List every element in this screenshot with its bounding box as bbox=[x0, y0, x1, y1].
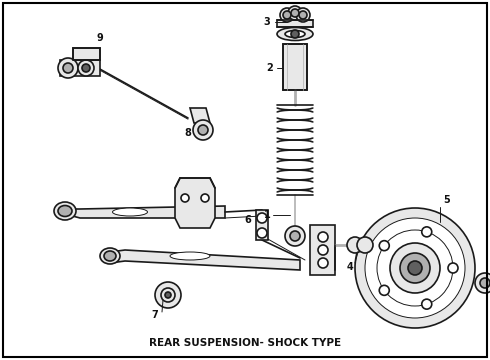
Circle shape bbox=[291, 30, 299, 38]
Circle shape bbox=[82, 64, 90, 72]
Circle shape bbox=[201, 194, 209, 202]
Polygon shape bbox=[256, 210, 268, 240]
Text: 4: 4 bbox=[346, 262, 353, 272]
Polygon shape bbox=[190, 108, 210, 123]
Circle shape bbox=[475, 273, 490, 293]
Circle shape bbox=[283, 11, 291, 19]
Ellipse shape bbox=[277, 27, 313, 40]
Text: 1: 1 bbox=[264, 210, 270, 220]
Ellipse shape bbox=[54, 202, 76, 220]
Circle shape bbox=[78, 60, 94, 76]
Circle shape bbox=[290, 231, 300, 241]
Text: 6: 6 bbox=[245, 215, 251, 225]
Ellipse shape bbox=[58, 206, 72, 216]
Polygon shape bbox=[283, 44, 307, 90]
Circle shape bbox=[379, 241, 389, 251]
Circle shape bbox=[422, 299, 432, 309]
Circle shape bbox=[365, 218, 465, 318]
Circle shape bbox=[198, 125, 208, 135]
Text: 5: 5 bbox=[443, 195, 450, 205]
Circle shape bbox=[448, 263, 458, 273]
Text: 7: 7 bbox=[151, 310, 158, 320]
Circle shape bbox=[377, 230, 453, 306]
Circle shape bbox=[63, 63, 73, 73]
Circle shape bbox=[257, 213, 267, 223]
Circle shape bbox=[58, 58, 78, 78]
Circle shape bbox=[285, 226, 305, 246]
Text: 2: 2 bbox=[267, 63, 273, 73]
Text: 9: 9 bbox=[97, 33, 103, 43]
Ellipse shape bbox=[104, 251, 116, 261]
Circle shape bbox=[379, 285, 389, 295]
Ellipse shape bbox=[100, 248, 120, 264]
Polygon shape bbox=[60, 60, 100, 76]
Circle shape bbox=[408, 261, 422, 275]
Circle shape bbox=[318, 245, 328, 255]
Ellipse shape bbox=[170, 252, 210, 260]
Circle shape bbox=[193, 120, 213, 140]
Text: 8: 8 bbox=[185, 128, 192, 138]
Circle shape bbox=[155, 282, 181, 308]
Text: REAR SUSPENSION- SHOCK TYPE: REAR SUSPENSION- SHOCK TYPE bbox=[149, 338, 341, 348]
Polygon shape bbox=[277, 20, 313, 27]
Circle shape bbox=[165, 292, 171, 298]
Polygon shape bbox=[73, 48, 100, 60]
Ellipse shape bbox=[285, 31, 305, 37]
Circle shape bbox=[480, 278, 490, 288]
Ellipse shape bbox=[113, 208, 147, 216]
Polygon shape bbox=[110, 250, 300, 270]
Circle shape bbox=[296, 8, 310, 22]
Circle shape bbox=[280, 8, 294, 22]
Circle shape bbox=[257, 228, 267, 238]
Circle shape bbox=[357, 237, 373, 253]
Circle shape bbox=[161, 288, 175, 302]
Polygon shape bbox=[175, 178, 215, 228]
Polygon shape bbox=[65, 206, 225, 218]
Circle shape bbox=[400, 253, 430, 283]
Circle shape bbox=[299, 11, 307, 19]
Circle shape bbox=[347, 237, 363, 253]
Circle shape bbox=[355, 208, 475, 328]
Circle shape bbox=[390, 243, 440, 293]
Polygon shape bbox=[310, 225, 335, 275]
Circle shape bbox=[291, 9, 299, 17]
Circle shape bbox=[318, 232, 328, 242]
Circle shape bbox=[181, 194, 189, 202]
Circle shape bbox=[288, 6, 302, 20]
Text: 3: 3 bbox=[264, 17, 270, 27]
Circle shape bbox=[422, 227, 432, 237]
Circle shape bbox=[318, 258, 328, 268]
